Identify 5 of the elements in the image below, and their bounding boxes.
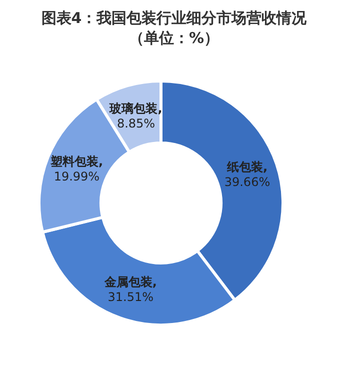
slice-label: 塑料包装, 19.99% [49, 154, 104, 184]
slice-label: 金属包装, 31.51% [103, 274, 157, 304]
slice-label: 纸包装, 39.66% [224, 160, 270, 189]
slice-label: 玻璃包装, 8.85% [108, 101, 162, 130]
chart-title: 图表4：我国包装行业细分市场营收情况（单位：%） [40, 8, 308, 48]
